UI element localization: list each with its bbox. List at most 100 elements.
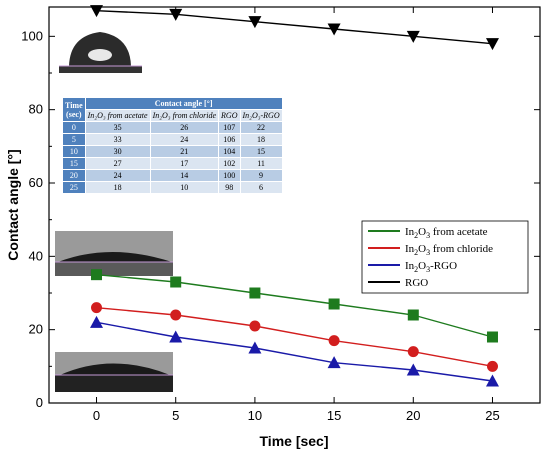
data-point: [407, 309, 419, 321]
table-row: 0 35 26 107 22: [62, 121, 283, 134]
y-tick-label: 0: [36, 395, 43, 410]
table-cell: 24: [149, 133, 220, 146]
table-cell: 17: [149, 157, 220, 170]
contact-angle-table: Time (sec) Contact angle [°] In₂O₃ from …: [62, 97, 283, 194]
legend-label: In2O3-RGO: [405, 260, 457, 274]
table-cell: 106: [218, 133, 241, 146]
table-subheader: In₂O₃ from acetate: [84, 109, 151, 122]
table-row: 25 18 10 98 6: [62, 181, 283, 194]
plot-frame: [48, 6, 541, 404]
table-cell: 21: [149, 145, 220, 158]
legend-label: In2O3 from chloride: [405, 243, 493, 257]
table-cell: 18: [84, 181, 151, 194]
data-point: [91, 269, 103, 281]
table-cell: 11: [239, 157, 283, 170]
data-point: [486, 360, 498, 372]
table-cell: 33: [84, 133, 151, 146]
series-line: [96, 9, 493, 45]
table-cell: 107: [218, 121, 241, 134]
series-layer: [90, 5, 499, 387]
table-row: 10 30 21 104 15: [62, 145, 283, 158]
table-cell: 18: [239, 133, 283, 146]
data-point: [169, 330, 183, 343]
y-axis-title: Contact angle [°]: [5, 149, 21, 260]
series-line: [96, 321, 493, 382]
x-tick-label: 20: [406, 408, 420, 423]
data-point: [170, 309, 182, 321]
y-tick-label: 100: [21, 28, 43, 43]
table-cell: 25: [62, 181, 86, 194]
x-tick-label: 0: [93, 408, 100, 423]
data-point: [328, 298, 340, 310]
table-cell: 0: [62, 121, 86, 134]
series-line: [96, 306, 493, 368]
data-point: [407, 346, 419, 358]
series-1: [91, 302, 498, 372]
legend-label: In2O3 from acetate: [405, 226, 488, 240]
table-subheader: RGO: [218, 109, 241, 122]
table-cell: 5: [62, 133, 86, 146]
table-cell: 6: [239, 181, 283, 194]
table-cell: 100: [218, 169, 241, 182]
table-subheader: In₂O₃-RGO: [239, 109, 283, 122]
data-point: [406, 30, 420, 43]
table-cell: 10: [62, 145, 86, 158]
data-point: [328, 335, 340, 347]
table-header-contact-angle: Contact angle [°]: [84, 97, 283, 110]
table-cell: 15: [239, 145, 283, 158]
y-tick-label: 20: [29, 322, 43, 337]
table-cell: 30: [84, 145, 151, 158]
table-cell: 15: [62, 157, 86, 170]
table-cell: 98: [218, 181, 241, 194]
series-0: [91, 269, 498, 343]
data-point: [485, 38, 499, 51]
table-header-time: Time (sec): [62, 97, 86, 122]
data-point: [406, 363, 420, 376]
table-subheader: In₂O₃ from chloride: [149, 109, 220, 122]
data-point: [90, 5, 104, 18]
data-point: [486, 331, 498, 343]
data-point: [90, 315, 104, 328]
legend-label: RGO: [405, 277, 428, 289]
x-axis-ticks: 0 5 10 15 20 25: [93, 7, 500, 423]
table-cell: 14: [149, 169, 220, 182]
x-tick-label: 5: [172, 408, 179, 423]
data-point: [169, 8, 183, 21]
table-cell: 26: [149, 121, 220, 134]
data-point: [327, 356, 341, 369]
data-point: [248, 16, 262, 29]
data-point: [248, 341, 262, 354]
droplet-photo-acetate: [55, 231, 173, 276]
table-row: 20 24 14 100 9: [62, 169, 283, 182]
data-point: [327, 23, 341, 36]
series-line: [96, 273, 493, 338]
table-cell: 27: [84, 157, 151, 170]
table-cell: 20: [62, 169, 86, 182]
legend: In2O3 from acetate In2O3 from chloride In2…: [361, 220, 529, 294]
data-point: [485, 374, 499, 387]
data-point: [249, 320, 261, 332]
x-axis-title: Time [sec]: [260, 433, 329, 449]
table-cell: 10: [149, 181, 220, 194]
droplet-photo-rgo-composite: [55, 352, 173, 392]
x-tick-label: 15: [327, 408, 341, 423]
data-point: [249, 287, 261, 299]
table-cell: 35: [84, 121, 151, 134]
table-cell: 9: [239, 169, 283, 182]
table-cell: 24: [84, 169, 151, 182]
y-tick-label: 80: [29, 102, 43, 117]
series-2: [90, 315, 499, 387]
table-cell: 104: [218, 145, 241, 158]
table-cell: 102: [218, 157, 241, 170]
x-tick-label: 10: [248, 408, 262, 423]
x-tick-label: 25: [485, 408, 499, 423]
data-point: [91, 302, 103, 314]
table-row: 5 33 24 106 18: [62, 133, 283, 146]
table-cell: 22: [239, 121, 283, 134]
series-3: [90, 5, 499, 51]
table-row: 15 27 17 102 11: [62, 157, 283, 170]
data-point: [170, 276, 182, 288]
droplet-photo-rgo: [59, 25, 142, 73]
